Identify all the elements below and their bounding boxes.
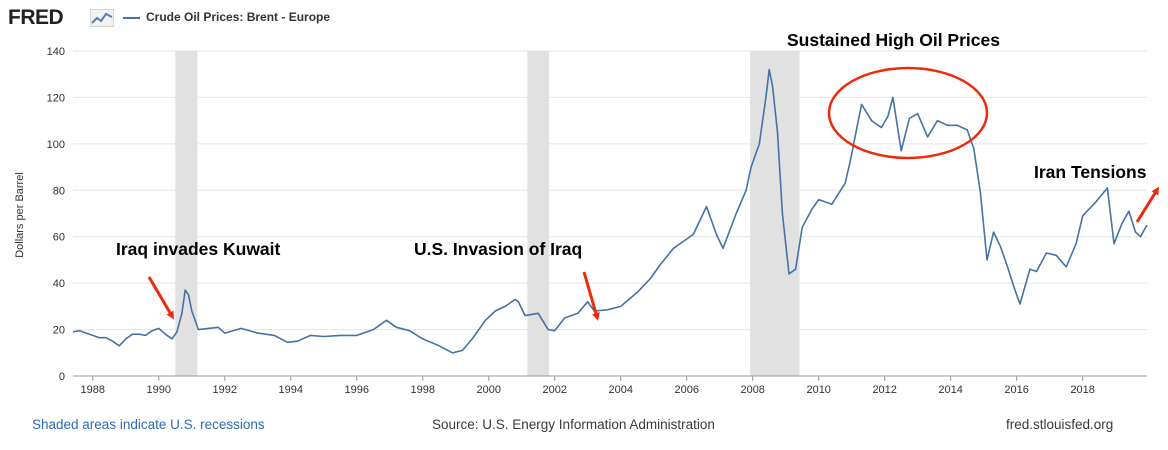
recessions-note[interactable]: Shaded areas indicate U.S. recessions xyxy=(32,417,265,432)
annotation-label-us-invasion: U.S. Invasion of Iraq xyxy=(414,239,582,259)
y-tick-label: 40 xyxy=(53,278,65,290)
y-tick-label: 100 xyxy=(47,139,65,151)
x-tick-label: 2006 xyxy=(674,384,698,396)
x-axis: 1988 1990 1992 1994 1996 1998 2000 2002 2004 2006… xyxy=(73,375,1147,396)
recession-shading xyxy=(175,51,800,376)
annotation-arrow-us-invasion xyxy=(582,271,600,321)
y-tick-label: 20 xyxy=(53,325,65,337)
annotation-arrow-iraq-kuwait xyxy=(147,276,175,320)
legend-label[interactable]: Crude Oil Prices: Brent - Europe xyxy=(146,10,331,24)
fred-logo[interactable]: FRED xyxy=(8,6,64,29)
x-tick-label: 2004 xyxy=(608,384,632,396)
recession-band xyxy=(750,51,800,376)
x-tick-label: 1998 xyxy=(411,384,435,396)
x-tick-label: 2002 xyxy=(542,384,566,396)
series-line-brent xyxy=(72,68,1148,354)
source-note: Source: U.S. Energy Information Administ… xyxy=(432,417,715,432)
grid xyxy=(73,50,1147,377)
y-tick-label: 80 xyxy=(53,185,65,197)
annotation-label-iran: Iran Tensions xyxy=(1034,162,1147,182)
annotation-label-high-prices: Sustained High Oil Prices xyxy=(787,30,1000,50)
x-tick-label: 2018 xyxy=(1070,384,1094,396)
x-tick-label: 2012 xyxy=(872,384,896,396)
y-tick-label: 60 xyxy=(53,232,65,244)
x-tick-label: 1990 xyxy=(147,384,171,396)
recession-band xyxy=(527,51,550,376)
y-axis: 0 20 40 60 80 100 120 140 xyxy=(47,46,65,383)
y-axis-label: Dollars per Barrel xyxy=(14,172,26,258)
recession-band xyxy=(175,51,198,376)
x-tick-label: 2008 xyxy=(740,384,764,396)
annotation-label-iraq-kuwait: Iraq invades Kuwait xyxy=(116,239,281,259)
x-tick-label: 1988 xyxy=(81,384,105,396)
y-tick-label: 120 xyxy=(47,92,65,104)
x-tick-label: 2010 xyxy=(806,384,830,396)
legend-swatch xyxy=(123,17,140,19)
x-tick-label: 2014 xyxy=(938,384,962,396)
site-link[interactable]: fred.stlouisfed.org xyxy=(1006,417,1114,432)
annotation-circle-high-prices xyxy=(827,66,989,160)
y-tick-label: 140 xyxy=(47,46,65,58)
annotation-arrow-iran xyxy=(1135,186,1160,223)
series-layer xyxy=(72,68,1148,354)
chart-header: FRED Crude Oil Prices: Brent - Europe xyxy=(0,0,1168,34)
x-tick-label: 2000 xyxy=(476,384,500,396)
x-tick-label: 1994 xyxy=(279,384,303,396)
x-tick-label: 2016 xyxy=(1004,384,1028,396)
fred-graph-icon xyxy=(90,9,114,27)
y-tick-label: 0 xyxy=(59,371,65,383)
x-tick-label: 1992 xyxy=(213,384,237,396)
x-tick-label: 1996 xyxy=(345,384,369,396)
